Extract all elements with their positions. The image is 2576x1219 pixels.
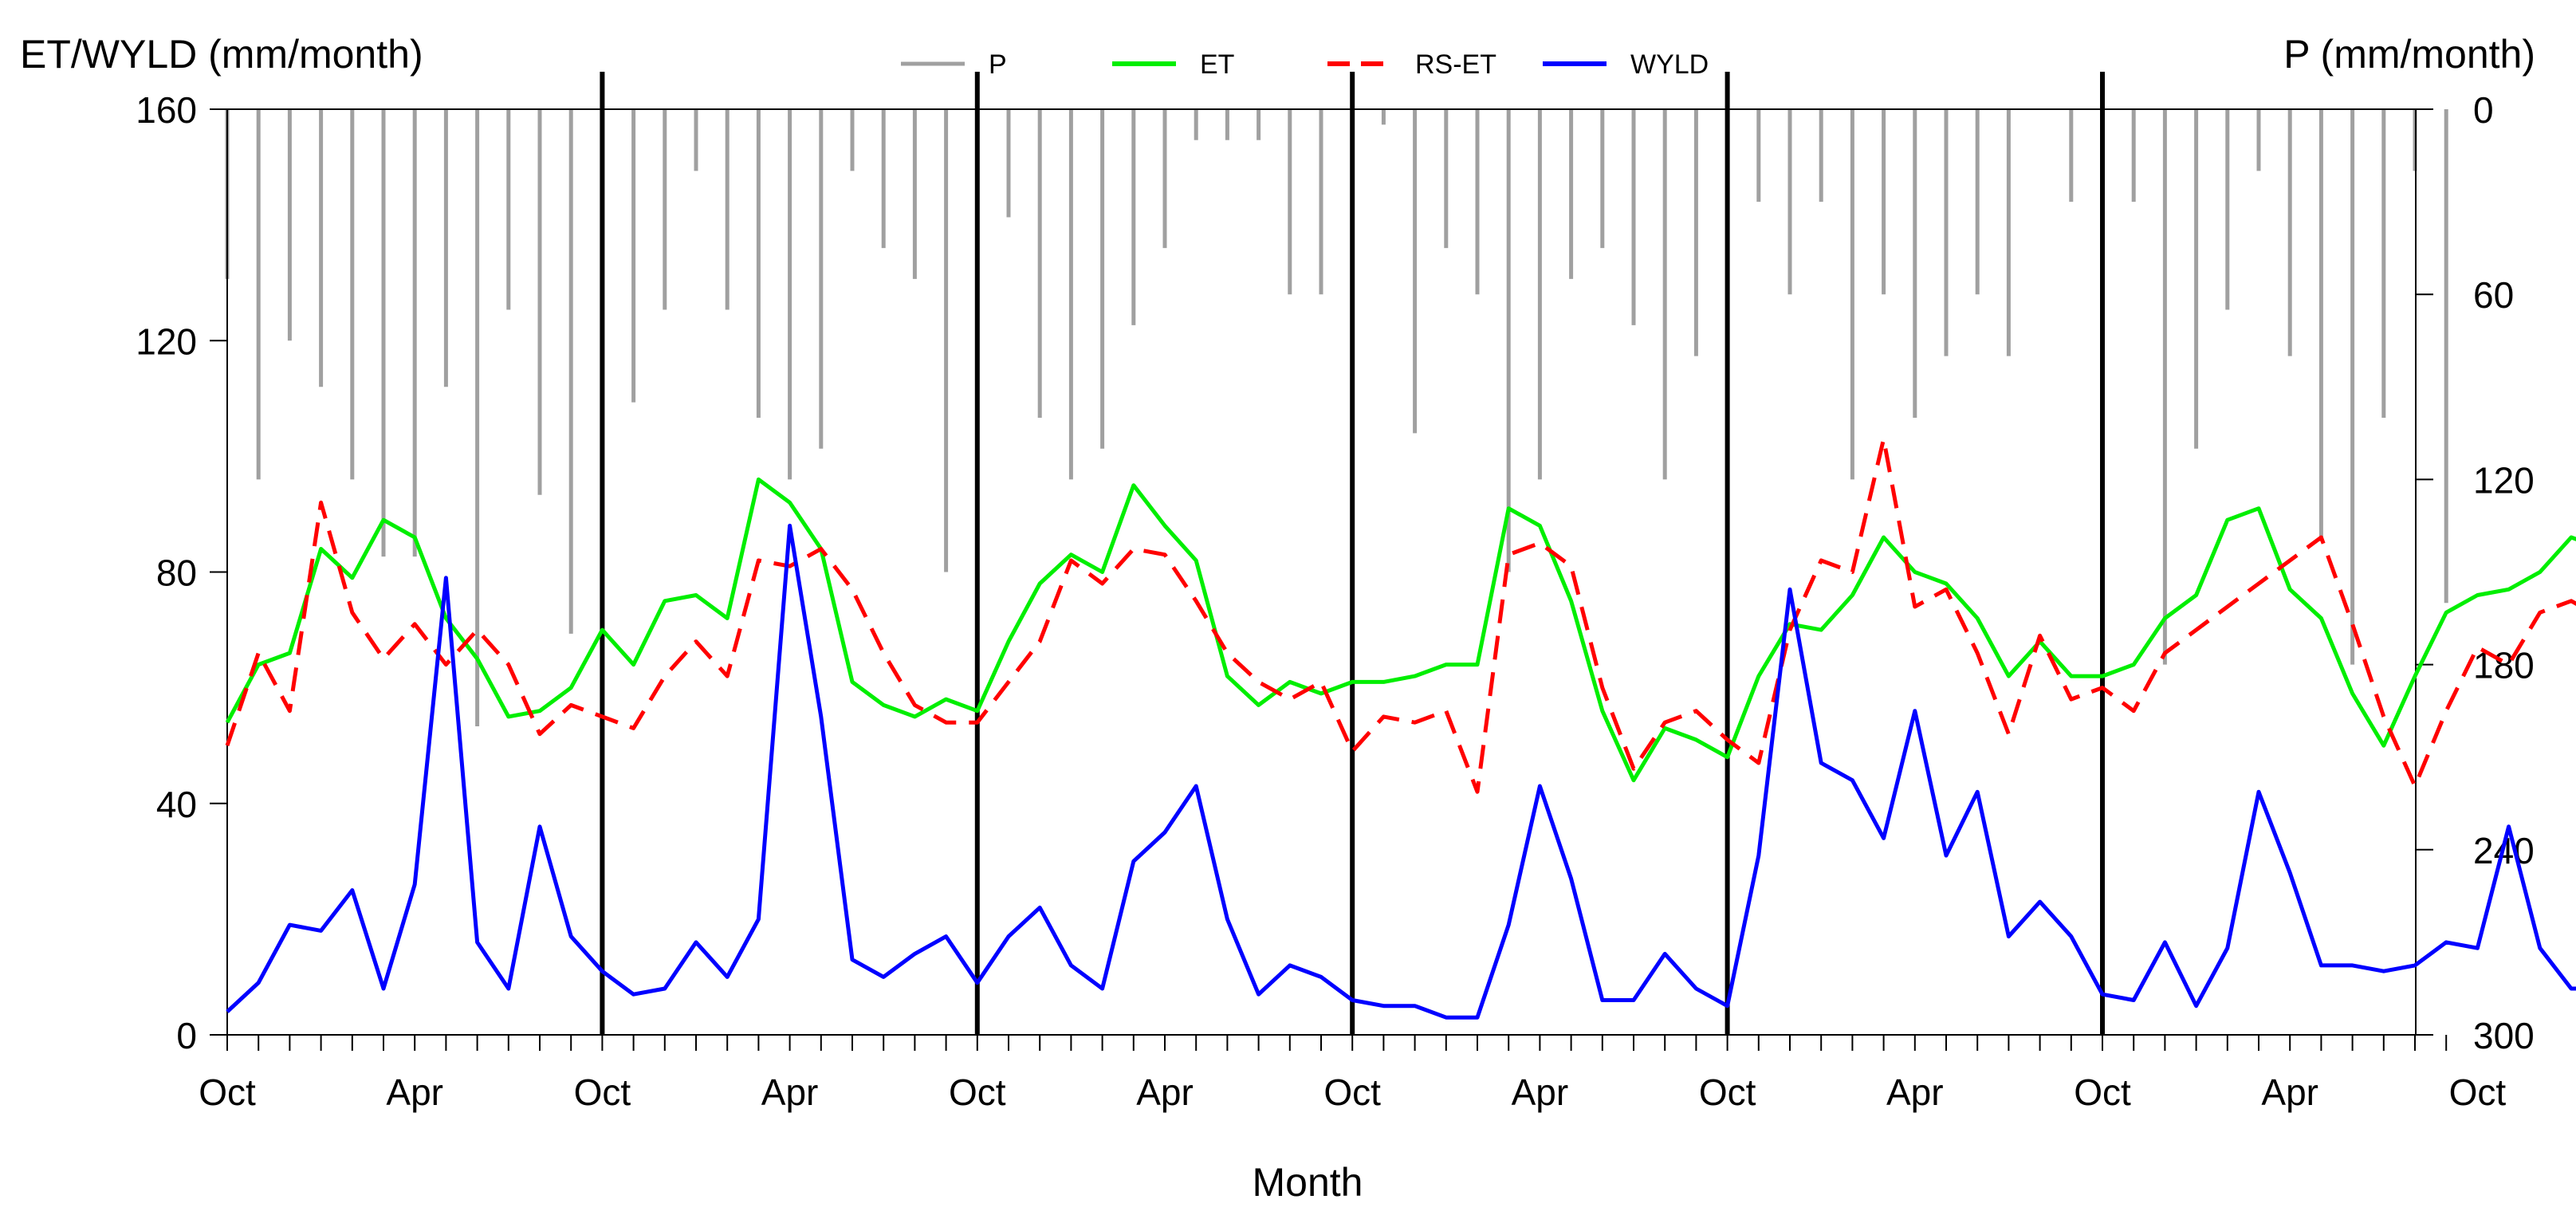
legend-label-rs-et: RS-ET (1415, 49, 1496, 80)
et-series-line (225, 477, 2576, 783)
x-tick-label: Apr (761, 1072, 819, 1113)
right-y-tick-label: 0 (2473, 89, 2494, 131)
x-tick-label: Oct (1323, 1072, 1381, 1113)
x-tick-label: Apr (1136, 1072, 1194, 1113)
x-axis-title: Month (1253, 1160, 1363, 1205)
x-tick-label: Apr (2261, 1072, 2318, 1113)
x-tick-label: Oct (199, 1072, 256, 1113)
wyld-series-line (226, 523, 2576, 1020)
x-tick-label: Oct (2074, 1072, 2131, 1113)
right-axis-title: P (mm/month) (2283, 32, 2535, 77)
left-y-tick-label: 160 (136, 89, 197, 131)
legend-label-wyld: WYLD (1630, 49, 1709, 80)
left-y-tick-label: 40 (156, 784, 197, 825)
x-tick-label: Apr (1512, 1072, 1569, 1113)
x-tick-label: Oct (2449, 1072, 2507, 1113)
left-y-tick-label: 120 (136, 320, 197, 362)
right-y-tick-label: 120 (2473, 459, 2535, 501)
x-tick-label: Oct (574, 1072, 631, 1113)
left-y-tick-label: 0 (176, 1015, 197, 1056)
legend-label-et: ET (1200, 49, 1234, 80)
rs-et-series-line (225, 437, 2576, 794)
legend-label-p: P (989, 49, 1007, 80)
x-tick-label: Apr (386, 1072, 443, 1113)
legend: P ET RS-ET WYLD (901, 49, 1709, 80)
left-y-tick-label: 80 (156, 552, 197, 594)
x-tick-label: Oct (949, 1072, 1006, 1113)
right-y-tick-label: 300 (2473, 1015, 2535, 1056)
x-tick-label: Oct (1699, 1072, 1756, 1113)
right-y-tick-label: 60 (2473, 274, 2514, 316)
x-tick-label: Apr (1886, 1072, 1944, 1113)
left-axis-title: ET/WYLD (mm/month) (20, 32, 423, 77)
